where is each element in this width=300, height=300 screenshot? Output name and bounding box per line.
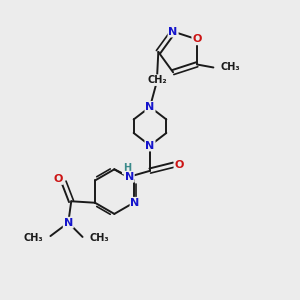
Text: O: O xyxy=(192,34,202,44)
Text: CH₃: CH₃ xyxy=(221,62,240,73)
Text: O: O xyxy=(53,174,63,184)
Text: H: H xyxy=(123,164,131,173)
Text: CH₃: CH₃ xyxy=(90,233,110,243)
Text: N: N xyxy=(124,172,134,182)
Text: N: N xyxy=(130,198,140,208)
Text: CH₂: CH₂ xyxy=(147,75,167,85)
Text: N: N xyxy=(64,218,73,228)
Text: CH₃: CH₃ xyxy=(23,232,43,242)
Text: N: N xyxy=(146,102,154,112)
Text: N: N xyxy=(146,140,154,151)
Text: N: N xyxy=(169,27,178,37)
Text: O: O xyxy=(174,160,184,170)
